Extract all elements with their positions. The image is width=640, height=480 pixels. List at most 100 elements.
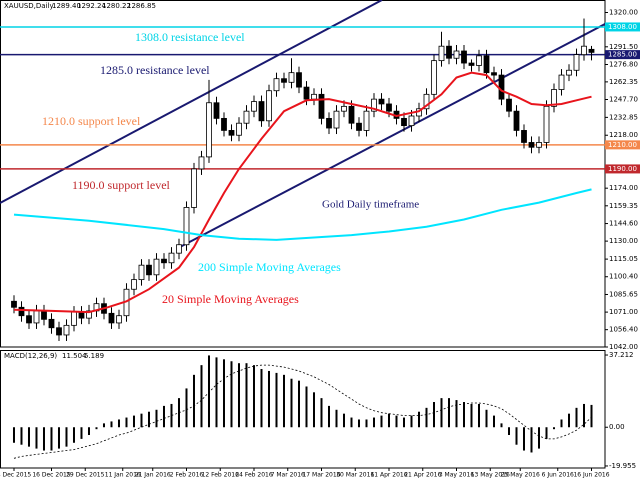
candle-body bbox=[41, 310, 47, 320]
candle-body bbox=[18, 306, 25, 317]
candle-body bbox=[206, 102, 212, 158]
y-tick-label: 1144.60 bbox=[609, 220, 638, 228]
macd-bar bbox=[117, 419, 120, 428]
candle-body bbox=[318, 93, 325, 119]
candle-body bbox=[446, 45, 452, 59]
macd-bar bbox=[395, 415, 398, 428]
candle-body bbox=[176, 244, 182, 254]
candle-body bbox=[528, 142, 535, 148]
macd-bar bbox=[410, 415, 413, 428]
macd-bar bbox=[147, 411, 150, 428]
macd-bar bbox=[125, 417, 128, 428]
macd-bar bbox=[425, 407, 428, 428]
moving-average bbox=[13, 188, 592, 241]
candle-body bbox=[498, 74, 505, 100]
macd-bar bbox=[140, 413, 143, 428]
y-tick-label: 1247.70 bbox=[609, 96, 638, 104]
y-tick-label: 1130.00 bbox=[609, 237, 638, 245]
candle-body bbox=[461, 50, 467, 64]
macd-bar bbox=[567, 413, 570, 428]
macd-bar bbox=[560, 419, 563, 428]
macd-bar bbox=[440, 398, 443, 428]
signal-line bbox=[13, 364, 592, 459]
candle-body bbox=[86, 310, 92, 319]
macd-bar bbox=[215, 357, 218, 428]
x-tick-label: 11 Jan 2016 bbox=[105, 472, 141, 479]
line-label: 200 Simple Moving Averages bbox=[198, 260, 341, 274]
ohlc-value: 1289.40 bbox=[52, 2, 81, 10]
macd-bar bbox=[552, 427, 555, 430]
macd-bar bbox=[590, 404, 593, 428]
macd-bar bbox=[102, 423, 105, 428]
macd-bar bbox=[447, 398, 450, 428]
candle-body bbox=[183, 207, 190, 246]
candle-body bbox=[11, 300, 17, 308]
candle-body bbox=[431, 60, 437, 95]
macd-bar bbox=[297, 380, 300, 428]
macd-bar bbox=[20, 427, 23, 445]
signal-value: 5.189 bbox=[84, 352, 104, 360]
macd-bar bbox=[192, 374, 195, 428]
x-tick-label: 29 Dec 2015 bbox=[66, 472, 105, 479]
candle-body bbox=[521, 130, 527, 143]
candle-body bbox=[213, 102, 220, 119]
macd-bar bbox=[162, 405, 165, 428]
level-tag-bg bbox=[605, 22, 640, 32]
y-tick-label: 1085.65 bbox=[609, 290, 638, 298]
macd-bar bbox=[87, 427, 90, 436]
macd-bar bbox=[380, 415, 383, 428]
x-tick-label: 12 Feb 2016 bbox=[202, 472, 240, 479]
macd-bar bbox=[432, 402, 435, 428]
macd-bar bbox=[365, 419, 368, 428]
candle-body bbox=[401, 117, 407, 127]
x-tick-label: 16 Dec 2015 bbox=[32, 472, 71, 479]
ohlc-value: 1286.85 bbox=[127, 2, 156, 10]
moving-average bbox=[13, 71, 592, 314]
macd-bar bbox=[200, 365, 203, 428]
macd-bar bbox=[530, 427, 533, 453]
annotation: Gold Daily timeframe bbox=[322, 199, 419, 211]
candle-body bbox=[33, 310, 40, 324]
candle-body bbox=[296, 72, 302, 88]
candle-body bbox=[266, 90, 272, 122]
candle-body bbox=[131, 279, 137, 290]
x-tick-label: 13 May 2016 bbox=[471, 472, 510, 479]
level-label: 1210.0 support level bbox=[42, 114, 141, 128]
candle-body bbox=[476, 55, 482, 66]
macd-bar bbox=[350, 417, 353, 428]
level-label: 1308.0 resistance level bbox=[135, 30, 245, 44]
x-tick-label: 16 Jun 2016 bbox=[573, 472, 609, 479]
macd-bar bbox=[50, 427, 53, 451]
candle-body bbox=[273, 78, 280, 92]
macd-bar bbox=[65, 427, 68, 447]
y-tick-label: 1071.00 bbox=[609, 308, 638, 316]
macd-bar bbox=[372, 417, 375, 428]
y-tick-label: 1320.00 bbox=[609, 9, 638, 17]
y-tick-label: 1291.50 bbox=[609, 43, 638, 51]
candle-body bbox=[551, 89, 557, 107]
symbol-title: XAUUSD,Daily bbox=[4, 2, 54, 10]
candle-body bbox=[236, 122, 242, 136]
candle-body bbox=[348, 105, 355, 124]
candle-body bbox=[258, 101, 265, 122]
macd-bar bbox=[515, 427, 518, 445]
level-tag: 1308.00 bbox=[608, 23, 637, 31]
candle-body bbox=[408, 115, 415, 127]
macd-bar bbox=[267, 370, 270, 428]
level-tag-bg bbox=[605, 50, 640, 60]
candle-body bbox=[566, 69, 572, 76]
macd-plot bbox=[12, 355, 593, 459]
candle-body bbox=[288, 72, 295, 83]
candle-body bbox=[281, 78, 287, 83]
macd-bar bbox=[312, 392, 315, 428]
candle-body bbox=[341, 105, 347, 112]
y-tick-label: 1042.00 bbox=[609, 343, 638, 351]
x-tick-label: 24 Feb 2016 bbox=[235, 472, 273, 479]
macd-bar bbox=[327, 405, 330, 428]
ohlc-value: 1280.22 bbox=[102, 2, 131, 10]
macd-bar bbox=[575, 407, 578, 428]
x-tick-label: 3 May 2016 bbox=[439, 472, 474, 479]
macd-bar bbox=[455, 400, 458, 428]
macd-bar bbox=[335, 409, 338, 428]
macd-bar bbox=[485, 409, 488, 428]
